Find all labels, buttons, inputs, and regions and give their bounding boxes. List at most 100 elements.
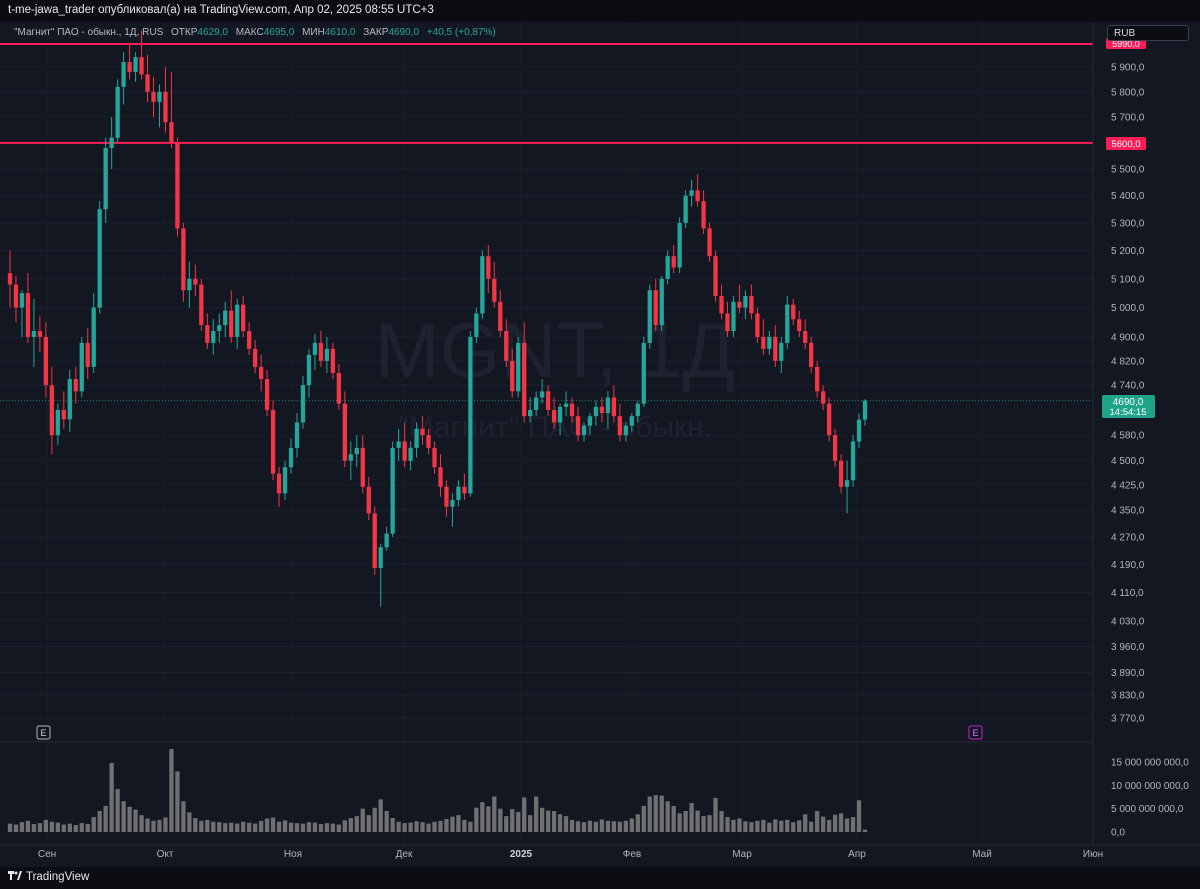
volume-tick-label: 15 000 000 000,0	[1111, 758, 1189, 769]
price-tick-label: 4 350,0	[1111, 505, 1145, 516]
last-price-value: 4690,0	[1113, 397, 1144, 408]
candle-body	[755, 313, 760, 337]
volume-bar	[211, 821, 216, 832]
candle-body	[820, 391, 826, 404]
legend-low-value: 4610,0	[324, 27, 356, 38]
candle-body	[689, 190, 694, 196]
candle-body	[665, 256, 670, 279]
candle-body	[217, 325, 222, 332]
price-tick-label: 4 030,0	[1111, 617, 1145, 628]
candle-body	[797, 319, 802, 332]
candle-body	[426, 435, 431, 448]
candle-body	[91, 307, 96, 367]
volume-bar	[378, 799, 383, 832]
candle-body	[557, 406, 563, 423]
candle-body	[522, 342, 527, 417]
volume-bar	[187, 812, 192, 832]
price-tick-label: 5 100,0	[1111, 274, 1145, 285]
volume-bar	[151, 820, 156, 832]
tradingview-logo[interactable]: TradingView	[8, 871, 89, 883]
volume-bar	[826, 819, 832, 832]
volume-bar	[97, 811, 102, 832]
volume-bar	[779, 820, 784, 832]
candle-body	[151, 91, 156, 102]
candle-body	[37, 331, 43, 337]
level-price-label: 5600,0	[1106, 137, 1146, 150]
level-price-label-text: 5600,0	[1111, 139, 1140, 150]
candle-body	[551, 409, 557, 423]
volume-bar	[103, 805, 108, 832]
volume-bar	[563, 816, 569, 832]
price-tick-label: 4 580,0	[1111, 431, 1145, 442]
volume-bar	[312, 822, 318, 832]
candle-body	[850, 441, 856, 481]
candlestick-chart[interactable]: MGNT, 1Д "Магнит" ПАО - обыкн. 3 770,03 …	[0, 0, 1200, 867]
candle-body	[832, 435, 838, 461]
candle-body	[300, 385, 306, 423]
candle-body	[312, 342, 318, 355]
volume-bar	[534, 796, 539, 832]
earnings-marker-label: E	[40, 728, 46, 738]
time-tick-label: Окт	[157, 849, 174, 860]
level-price-label-text: 5990,0	[1112, 39, 1140, 49]
volume-bar	[25, 820, 31, 832]
candle-body	[838, 460, 844, 487]
volume-bar	[294, 823, 300, 832]
price-tick-label: 3 960,0	[1111, 642, 1145, 653]
volume-bar	[653, 795, 658, 832]
candle-body	[181, 228, 186, 291]
candle-body	[133, 57, 138, 72]
earnings-marker[interactable]: E	[36, 725, 51, 740]
watermark-symbol: MGNT, 1Д	[375, 306, 736, 394]
volume-bar	[318, 824, 324, 832]
earnings-marker[interactable]: E	[968, 725, 983, 740]
volume-bar	[31, 824, 37, 832]
candle-body	[354, 447, 359, 455]
candle-body	[599, 406, 605, 414]
volume-bar	[773, 819, 778, 832]
volume-bar	[324, 823, 330, 832]
legend-open-value: 4629,0	[197, 27, 228, 38]
currency-badge[interactable]: RUB	[1107, 25, 1189, 41]
volume-bar	[229, 822, 234, 832]
candle-body	[528, 409, 533, 417]
candle-body	[803, 331, 808, 343]
last-price-label: 4690,0 14:54:15	[1102, 395, 1155, 418]
candle-body	[498, 301, 503, 332]
volume-bar	[659, 795, 664, 832]
volume-bar	[264, 818, 270, 832]
volume-bar	[468, 821, 473, 832]
volume-bar	[49, 821, 55, 832]
volume-bar	[354, 816, 359, 832]
candle-body	[695, 190, 700, 202]
candle-body	[707, 228, 712, 257]
time-tick-label: Дек	[396, 849, 413, 860]
volume-bar	[13, 824, 19, 832]
candle-body	[199, 284, 204, 326]
candle-body	[809, 342, 814, 367]
volume-bar	[115, 789, 120, 832]
candle-body	[492, 278, 497, 302]
volume-bar	[707, 815, 712, 832]
volume-bar	[809, 821, 814, 832]
volume-bar	[516, 811, 521, 832]
candle-body	[306, 354, 312, 386]
volume-bar	[73, 825, 78, 832]
volume-bar	[510, 809, 515, 832]
volume-bar	[629, 818, 634, 832]
time-tick-label: Ноя	[284, 849, 302, 860]
volume-bars	[7, 748, 868, 832]
candle-body	[252, 348, 258, 367]
candle-body	[229, 310, 234, 337]
symbol-legend[interactable]: "Магнит" ПАО - обыкн., 1Д, RUS ОТКР4629,…	[14, 27, 496, 38]
volume-bar	[79, 823, 84, 832]
volume-bar	[647, 796, 652, 832]
price-axis: 3 770,0 3 830,0 3 890,0 3 960,0 4 030,0 4 110…	[1111, 63, 1145, 725]
chart-frame[interactable]	[0, 22, 1200, 867]
candle-body	[737, 301, 742, 308]
volume-bar	[797, 820, 802, 832]
footer-bar: TradingView	[0, 867, 1200, 889]
candle-body	[25, 293, 31, 337]
candle-body	[193, 278, 198, 285]
volume-bar	[360, 808, 365, 832]
